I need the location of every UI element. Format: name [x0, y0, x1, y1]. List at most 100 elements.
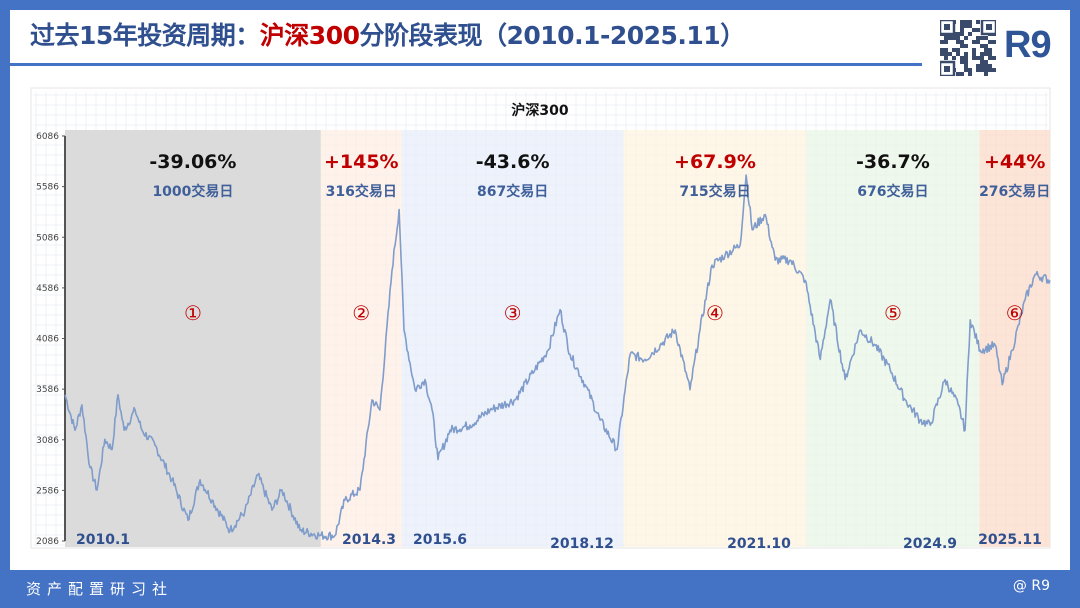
- qr-cell: [964, 36, 968, 40]
- qr-cell: [960, 28, 964, 32]
- y-tick-label: 5086: [36, 233, 59, 243]
- qr-cell: [972, 40, 976, 44]
- phase-days: 867交易日: [477, 183, 548, 200]
- qr-cell: [964, 56, 968, 60]
- title-highlight: 沪深300: [259, 21, 360, 50]
- y-axis: 2086 2586 3086 3586 4086 4586 5086 5586 6086: [36, 132, 66, 547]
- qr-cell: [960, 24, 964, 28]
- qr-cell: [976, 40, 980, 44]
- qr-cell: [988, 64, 992, 68]
- qr-cell: [968, 68, 972, 72]
- qr-cell: [952, 48, 956, 52]
- y-tick-label: 6086: [36, 132, 59, 142]
- date-label: 2014.3: [342, 532, 396, 548]
- phase-labels: -39.06% 1000交易日 ① +145% 316交易日 ② -43.6% 867交易日 ③…: [149, 151, 1050, 325]
- qr-cell: [976, 64, 980, 68]
- y-tick-label: 4086: [36, 335, 59, 345]
- qr-cell: [964, 60, 968, 64]
- qr-cell: [988, 48, 992, 52]
- phase-number: ⑥: [1006, 301, 1024, 325]
- page-title: 过去15年投资周期：沪深300分阶段表现（2010.1-2025.11）: [30, 16, 745, 52]
- qr-cell: [968, 32, 972, 36]
- qr-cell: [964, 52, 968, 56]
- qr-cell: [940, 48, 944, 52]
- y-tick-label: 5586: [36, 183, 59, 193]
- qr-cell: [988, 56, 992, 60]
- qr-cell: [960, 56, 964, 60]
- qr-cell: [984, 36, 988, 40]
- phase-bands: [65, 130, 1050, 547]
- qr-cell: [964, 64, 968, 68]
- qr-finder-dot: [944, 24, 950, 30]
- phase-change: +145%: [324, 151, 399, 173]
- phase-change: -39.06%: [149, 151, 236, 173]
- qr-cell: [944, 40, 948, 44]
- qr-cell: [944, 36, 948, 40]
- series-line: [64, 174, 1051, 541]
- qr-cell: [960, 44, 964, 48]
- qr-cell: [972, 28, 976, 32]
- qr-cell: [984, 44, 988, 48]
- phase-band: [401, 130, 624, 547]
- phase-days: 715交易日: [679, 183, 750, 200]
- date-label: 2015.6: [413, 532, 467, 548]
- chart-title: 沪深300: [511, 102, 568, 119]
- qr-cell: [980, 36, 984, 40]
- qr-cell: [960, 40, 964, 44]
- brand-logo: R9: [1004, 24, 1052, 66]
- phase-change: +44%: [984, 151, 1045, 173]
- qr-cell: [960, 72, 964, 76]
- qr-cell: [972, 56, 976, 60]
- footer-handle: @ R9: [1012, 578, 1050, 594]
- qr-cell: [964, 44, 968, 48]
- qr-cell: [972, 48, 976, 52]
- qr-cell: [956, 48, 960, 52]
- qr-cell: [976, 20, 980, 24]
- qr-cell: [976, 56, 980, 60]
- phase-days: 316交易日: [326, 183, 397, 200]
- qr-cell: [968, 72, 972, 76]
- qr-cell: [984, 72, 988, 76]
- qr-cell: [964, 68, 968, 72]
- phase-band: [65, 130, 321, 547]
- qr-cell: [968, 20, 972, 24]
- qr-cell: [960, 20, 964, 24]
- qr-cell: [984, 64, 988, 68]
- qr-cell: [964, 20, 968, 24]
- series-path: [64, 174, 1051, 541]
- qr-cell: [952, 56, 956, 60]
- qr-code-icon: [940, 20, 996, 76]
- phase-band: [623, 130, 807, 547]
- date-label: 2018.12: [550, 536, 614, 552]
- qr-cell: [940, 52, 944, 56]
- y-tick-label: 3586: [36, 385, 59, 395]
- qr-cell: [980, 56, 984, 60]
- date-label: 2025.11: [978, 532, 1042, 548]
- qr-cell: [948, 52, 952, 56]
- y-tick-label: 2586: [36, 486, 59, 496]
- date-label: 2010.1: [76, 532, 130, 548]
- phase-change: +67.9%: [674, 151, 756, 173]
- qr-cell: [980, 52, 984, 56]
- y-tick-label: 4586: [36, 284, 59, 294]
- y-tick-label: 2086: [36, 537, 59, 547]
- qr-cell: [984, 68, 988, 72]
- qr-cell: [964, 24, 968, 28]
- qr-cell: [956, 36, 960, 40]
- y-tick-label: 3086: [36, 436, 59, 446]
- qr-cell: [948, 36, 952, 40]
- title-suffix: 分阶段表现（2010.1-2025.11）: [359, 21, 745, 50]
- phase-number: ③: [504, 301, 522, 325]
- phase-days: 1000交易日: [152, 183, 233, 200]
- qr-cell: [980, 68, 984, 72]
- qr-finder-dot: [986, 24, 992, 30]
- qr-cell: [960, 60, 964, 64]
- qr-cell: [956, 72, 960, 76]
- phase-band: [806, 130, 980, 547]
- phase-change: -43.6%: [476, 151, 550, 173]
- qr-cell: [992, 56, 996, 60]
- qr-cell: [956, 32, 960, 36]
- title-prefix: 过去15年投资周期：: [30, 21, 260, 50]
- phase-number: ④: [706, 301, 724, 325]
